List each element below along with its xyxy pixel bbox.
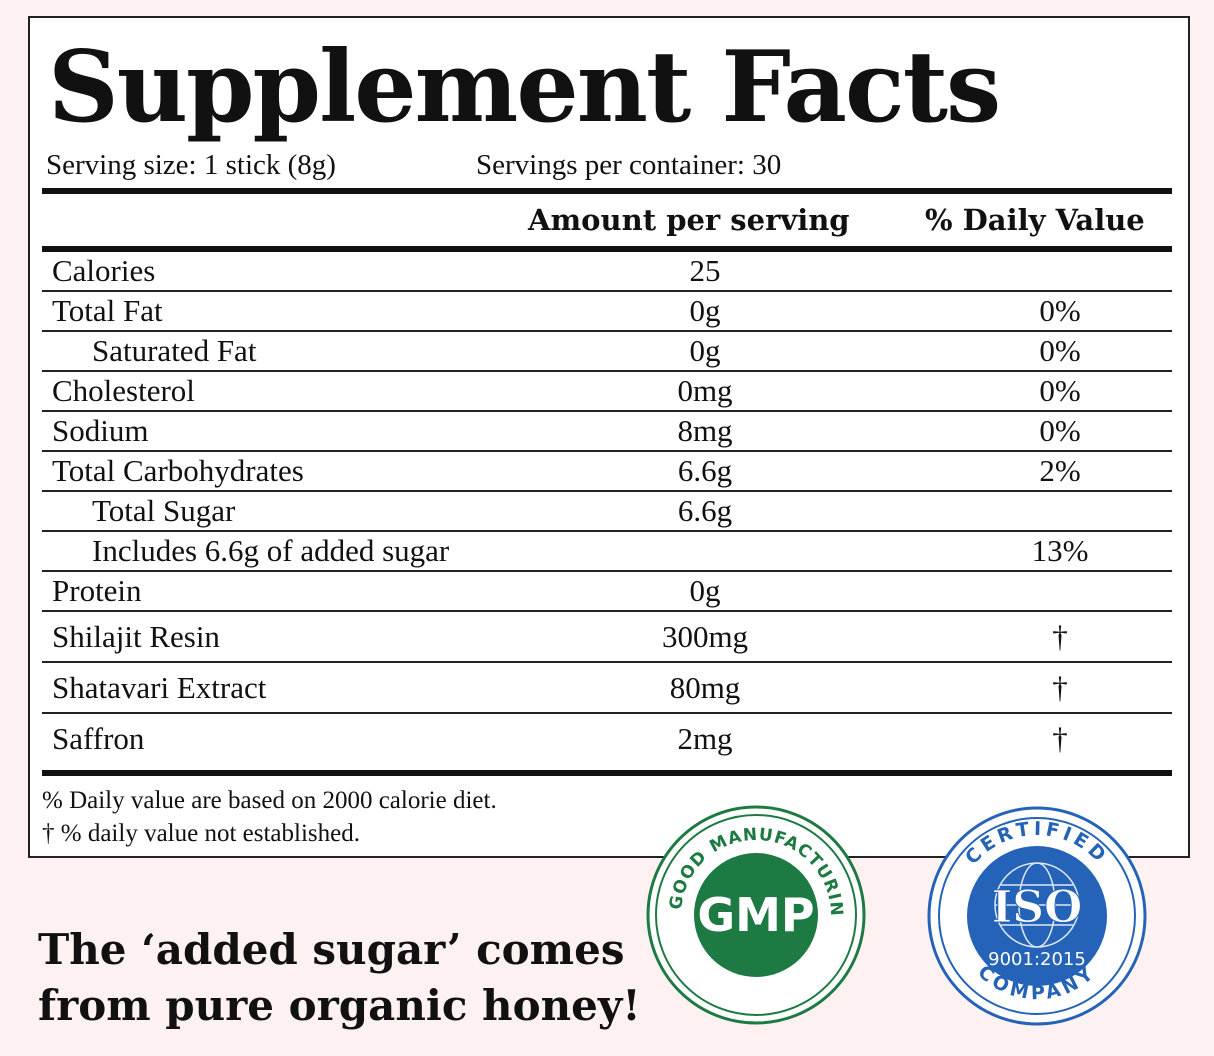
nutrient-daily-value: 0% xyxy=(1039,413,1081,448)
nutrient-name: Cholesterol xyxy=(52,373,195,408)
iso-center-text: ISO xyxy=(992,882,1083,933)
panel-title: Supplement Facts xyxy=(48,30,1001,145)
row-divider xyxy=(42,410,1172,412)
row-divider xyxy=(42,530,1172,532)
table-row: Saturated Fat 0g 0% xyxy=(42,332,1172,372)
row-divider xyxy=(42,330,1172,332)
header-divider-top xyxy=(42,188,1172,194)
header-divider-bottom xyxy=(42,246,1172,252)
column-header-daily-value: % Daily Value xyxy=(925,203,1145,237)
row-divider xyxy=(42,712,1172,714)
footnote-daily-value: % Daily value are based on 2000 calorie … xyxy=(42,787,497,814)
iso-standard-text: 9001:2015 xyxy=(988,949,1086,970)
nutrient-name: Saffron xyxy=(52,721,145,756)
nutrient-name: Total Carbohydrates xyxy=(52,453,304,488)
row-divider xyxy=(42,290,1172,292)
nutrient-amount: 0g xyxy=(689,333,721,368)
table-row: Total Fat 0g 0% xyxy=(42,292,1172,332)
nutrient-name: Shatavari Extract xyxy=(52,670,267,705)
table-row: Calories 25 xyxy=(42,252,1172,292)
nutrient-daily-value: 0% xyxy=(1039,293,1081,328)
table-row: Total Carbohydrates 6.6g 2% xyxy=(42,452,1172,492)
nutrient-daily-value: 2% xyxy=(1039,453,1081,488)
nutrient-name: Calories xyxy=(52,253,156,288)
nutrient-amount: 0g xyxy=(689,573,721,608)
honey-tagline: The ‘added sugar’ comes from pure organi… xyxy=(38,922,641,1034)
nutrient-daily-value: † xyxy=(1052,670,1068,705)
table-row: Cholesterol 0mg 0% xyxy=(42,372,1172,412)
nutrient-amount: 80mg xyxy=(669,670,741,705)
globe-icon xyxy=(994,862,1080,948)
row-divider xyxy=(42,450,1172,452)
gmp-center-text: GMP xyxy=(697,888,814,942)
servings-per-container: Servings per container: 30 xyxy=(476,149,782,181)
gmp-inner-ring xyxy=(655,814,857,1016)
nutrient-amount: 2mg xyxy=(677,721,733,756)
gmp-center-disc xyxy=(694,853,818,977)
table-row: Shilajit Resin 300mg † xyxy=(42,612,1172,663)
nutrient-amount: 0g xyxy=(689,293,721,328)
table-row: Saffron 2mg † xyxy=(42,714,1172,765)
row-divider xyxy=(42,610,1172,612)
nutrient-amount: 0mg xyxy=(677,373,733,408)
nutrient-daily-value: † xyxy=(1052,721,1068,756)
table-row: Protein 0g xyxy=(42,572,1172,612)
column-header-amount: Amount per serving xyxy=(528,203,850,237)
tagline-line-2: from pure organic honey! xyxy=(38,981,641,1030)
nutrient-amount: 8mg xyxy=(677,413,733,448)
table-row: Sodium 8mg 0% xyxy=(42,412,1172,452)
nutrient-amount: 6.6g xyxy=(677,453,733,488)
table-row: Includes 6.6g of added sugar 13% xyxy=(42,532,1172,572)
nutrient-daily-value: 0% xyxy=(1039,373,1081,408)
nutrient-amount: 25 xyxy=(689,253,721,288)
table-divider-bottom xyxy=(42,770,1172,776)
footnote-dagger: † % daily value not established. xyxy=(42,820,360,847)
nutrient-daily-value: † xyxy=(1052,619,1068,654)
nutrient-name: Total Sugar xyxy=(92,493,236,528)
row-divider xyxy=(42,370,1172,372)
iso-badge: CERTIFIED COMPANY ISO 9001:2015 xyxy=(927,806,1147,1026)
nutrient-daily-value: 13% xyxy=(1031,533,1089,568)
nutrient-name: Total Fat xyxy=(52,293,163,328)
nutrient-name: Sodium xyxy=(52,413,149,448)
nutrient-name: Includes 6.6g of added sugar xyxy=(92,533,450,568)
nutrient-daily-value: 0% xyxy=(1039,333,1081,368)
table-row: Shatavari Extract 80mg † xyxy=(42,663,1172,714)
nutrient-name: Shilajit Resin xyxy=(52,619,220,654)
table-row: Total Sugar 6.6g xyxy=(42,492,1172,532)
nutrient-amount: 300mg xyxy=(661,619,749,654)
iso-inner-ring xyxy=(938,817,1136,1015)
supplement-facts-panel: Supplement Facts Serving size: 1 stick (… xyxy=(28,16,1190,858)
nutrient-name: Saturated Fat xyxy=(92,333,257,368)
tagline-line-1: The ‘added sugar’ comes xyxy=(38,925,625,974)
nutrient-amount: 6.6g xyxy=(677,493,733,528)
nutrient-name: Protein xyxy=(52,573,142,608)
serving-size: Serving size: 1 stick (8g) xyxy=(46,149,336,181)
row-divider xyxy=(42,661,1172,663)
row-divider xyxy=(42,570,1172,572)
row-divider xyxy=(42,490,1172,492)
